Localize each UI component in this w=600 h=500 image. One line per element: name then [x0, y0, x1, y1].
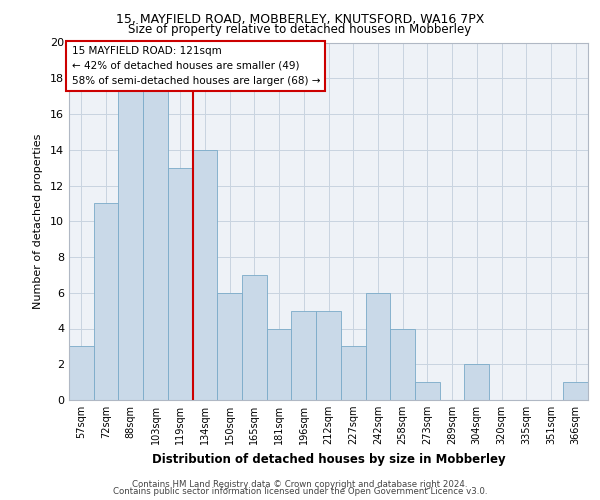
Bar — [94, 204, 118, 400]
Bar — [118, 78, 143, 400]
Text: Contains HM Land Registry data © Crown copyright and database right 2024.: Contains HM Land Registry data © Crown c… — [132, 480, 468, 489]
Text: 15 MAYFIELD ROAD: 121sqm
← 42% of detached houses are smaller (49)
58% of semi-d: 15 MAYFIELD ROAD: 121sqm ← 42% of detach… — [71, 46, 320, 86]
Bar — [69, 346, 94, 400]
Bar — [415, 382, 440, 400]
Bar — [563, 382, 588, 400]
Y-axis label: Number of detached properties: Number of detached properties — [33, 134, 43, 309]
Bar — [168, 168, 193, 400]
Bar — [217, 292, 242, 400]
Text: Size of property relative to detached houses in Mobberley: Size of property relative to detached ho… — [128, 22, 472, 36]
Bar — [292, 310, 316, 400]
Bar — [341, 346, 365, 400]
Bar — [267, 328, 292, 400]
Bar — [316, 310, 341, 400]
X-axis label: Distribution of detached houses by size in Mobberley: Distribution of detached houses by size … — [152, 452, 505, 466]
Bar — [143, 78, 168, 400]
Bar — [390, 328, 415, 400]
Text: Contains public sector information licensed under the Open Government Licence v3: Contains public sector information licen… — [113, 487, 487, 496]
Bar — [193, 150, 217, 400]
Bar — [464, 364, 489, 400]
Text: 15, MAYFIELD ROAD, MOBBERLEY, KNUTSFORD, WA16 7PX: 15, MAYFIELD ROAD, MOBBERLEY, KNUTSFORD,… — [116, 12, 484, 26]
Bar — [242, 275, 267, 400]
Bar — [365, 292, 390, 400]
